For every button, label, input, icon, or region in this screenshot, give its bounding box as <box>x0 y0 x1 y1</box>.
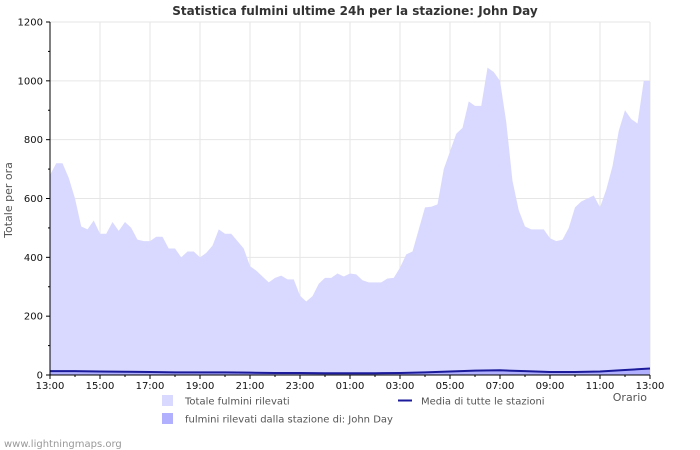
source-credit: www.lightningmaps.org <box>4 439 122 450</box>
series-area-1 <box>50 368 650 375</box>
x-tick-label: 05:00 <box>436 381 465 392</box>
x-tick-label: 17:00 <box>136 381 165 392</box>
x-tick-label: 15:00 <box>86 381 115 392</box>
series-line-2 <box>50 367 651 375</box>
y-tick-labels: 0 200 400 600 800 1000 1200 <box>18 18 43 382</box>
area-layer <box>50 67 650 375</box>
chart-title: Statistica fulmini ultime 24h per la sta… <box>172 4 538 18</box>
x-tick-label: 13:00 <box>636 381 665 392</box>
y-tick-label: 400 <box>24 253 43 264</box>
x-tick-label: 09:00 <box>536 381 565 392</box>
series-area-0 <box>50 67 650 375</box>
x-tick-label: 07:00 <box>486 381 515 392</box>
legend-label: fulmini rilevati dalla stazione di: John… <box>185 415 393 426</box>
x-axis-title: Orario <box>613 391 648 404</box>
y-tick-label: 1000 <box>18 76 43 87</box>
x-tick-label: 03:00 <box>386 381 415 392</box>
x-tick-label: 23:00 <box>286 381 315 392</box>
line-layer <box>50 367 651 375</box>
x-tick-label: 01:00 <box>336 381 365 392</box>
x-tick-label: 13:00 <box>36 381 65 392</box>
legend-swatch <box>162 413 173 424</box>
y-axis-title: Totale per ora <box>2 162 15 239</box>
y-tick-label: 200 <box>24 312 43 323</box>
y-tick-label: 600 <box>24 194 43 205</box>
legend-label: Media di tutte le stazioni <box>421 397 545 408</box>
y-tick-label: 800 <box>24 135 43 146</box>
x-tick-labels: 13:00 15:00 17:00 19:00 21:00 23:00 01:00 03:00… <box>36 381 665 392</box>
x-tick-label: 21:00 <box>236 381 265 392</box>
y-tick-label: 0 <box>37 371 43 382</box>
y-tick-label: 1200 <box>18 18 43 29</box>
legend-label: Totale fulmini rilevati <box>184 397 290 408</box>
legend-swatch <box>162 395 173 406</box>
legend: Totale fulmini rilevati fulmini rilevati … <box>162 395 545 426</box>
axes <box>46 21 651 379</box>
x-tick-label: 11:00 <box>586 381 615 392</box>
x-tick-label: 19:00 <box>186 381 215 392</box>
